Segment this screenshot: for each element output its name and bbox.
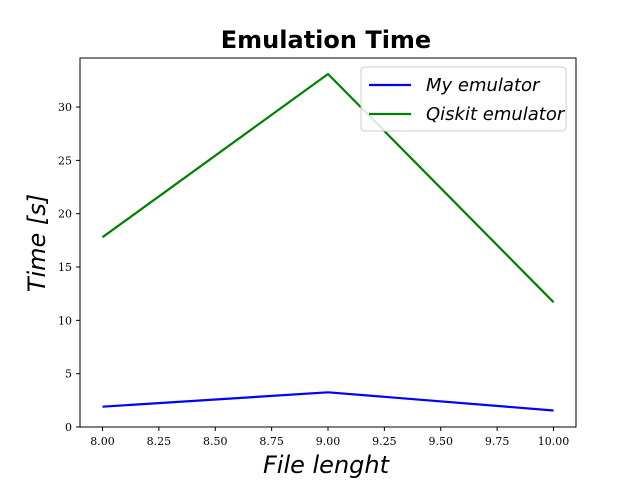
y-tick-label-2: 10 bbox=[58, 314, 72, 327]
x-tick-label-7: 9.75 bbox=[485, 435, 510, 448]
x-tick-label-8: 10.00 bbox=[538, 435, 570, 448]
legend: My emulator Qiskit emulator bbox=[360, 66, 567, 132]
x-tick-label-6: 9.50 bbox=[428, 435, 453, 448]
ticks-layer: 8.00 8.25 8.50 8.75 9.00 9.25 9.50 9.75 10.00 0 5 1… bbox=[58, 101, 569, 448]
y-tick-label-6: 30 bbox=[58, 101, 72, 114]
y-tick-label-3: 15 bbox=[58, 261, 72, 274]
plot-frame bbox=[79, 57, 577, 428]
x-tick-label-4: 9.00 bbox=[316, 435, 341, 448]
x-axis-label: File lenght bbox=[263, 451, 391, 479]
x-tick-label-3: 8.75 bbox=[259, 435, 284, 448]
y-tick-label-1: 5 bbox=[65, 368, 72, 381]
x-tick-label-1: 8.25 bbox=[147, 435, 172, 448]
series-line-0 bbox=[102, 391, 554, 412]
y-tick-label-4: 20 bbox=[58, 208, 72, 221]
y-tick-label-5: 25 bbox=[58, 154, 72, 167]
chart-title: Emulation Time bbox=[221, 26, 431, 54]
x-tick-label-5: 9.25 bbox=[372, 435, 397, 448]
legend-box bbox=[360, 66, 567, 132]
legend-label-0: My emulator bbox=[426, 75, 541, 96]
x-tick-label-2: 8.50 bbox=[203, 435, 228, 448]
x-tick-label-0: 8.00 bbox=[90, 435, 115, 448]
series-layer bbox=[101, 72, 555, 412]
y-tick-label-0: 0 bbox=[65, 421, 72, 434]
y-axis-label: Time [s] bbox=[23, 194, 51, 292]
legend-label-1: Qiskit emulator bbox=[426, 104, 566, 125]
